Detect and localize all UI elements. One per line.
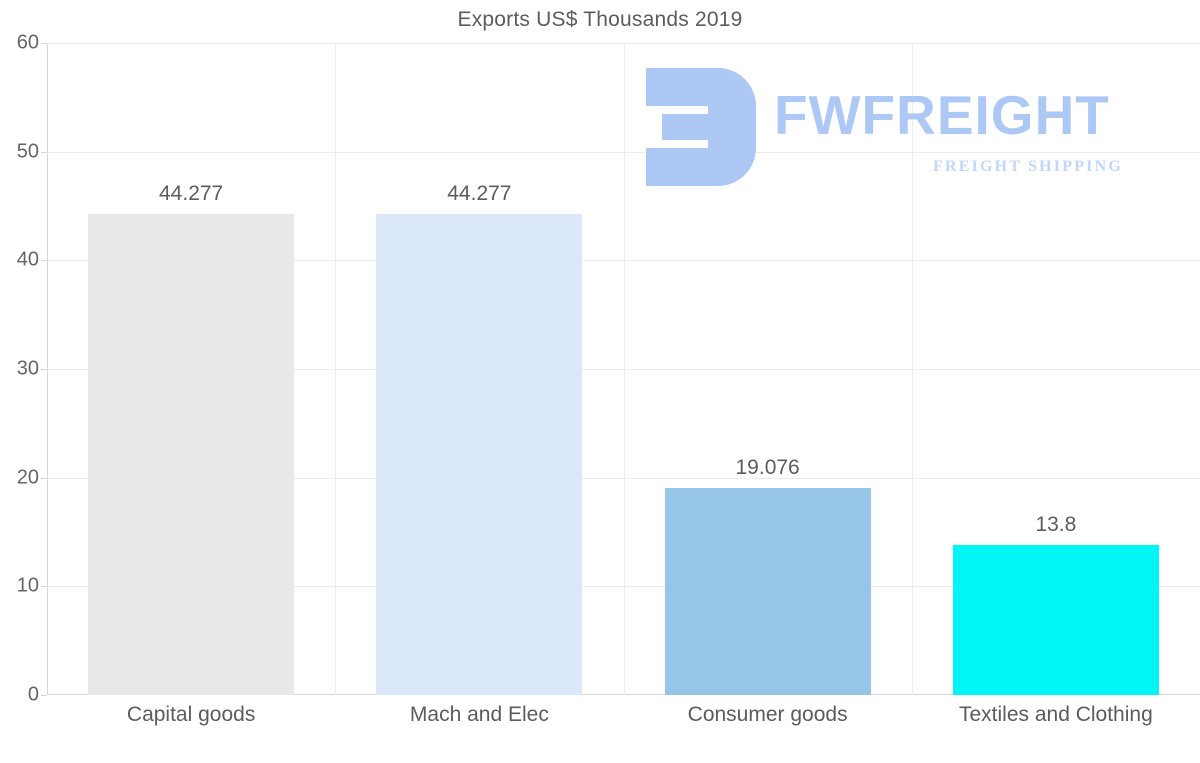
bar[interactable]: [952, 545, 1159, 695]
y-axis-tick-label: 10: [16, 574, 39, 597]
bar-value-label: 44.277: [159, 181, 224, 205]
y-axis-tick-label: 0: [27, 683, 39, 706]
plot-area: 44.277 44.277 19.076 13.8: [47, 43, 1200, 695]
y-axis-tick-mark: [41, 695, 47, 696]
bar-value-label: 44.277: [447, 181, 512, 205]
gridline-vertical: [911, 43, 913, 695]
x-axis-tick-label: Mach and Elec: [409, 703, 549, 726]
y-axis-tick-mark: [41, 151, 47, 153]
y-axis-tick-label: 20: [16, 466, 39, 489]
y-axis-tick-mark: [41, 369, 47, 370]
bar-value-label: 19.076: [735, 455, 800, 479]
y-axis-tick-mark: [41, 43, 47, 44]
x-axis-tick-label: Consumer goods: [687, 703, 848, 726]
bar[interactable]: [88, 213, 295, 695]
y-axis-tick-label: 30: [16, 357, 39, 380]
y-axis-tick-label: 60: [16, 31, 39, 54]
x-axis-tick-label: Textiles and Clothing: [958, 703, 1153, 726]
bar-value-label: 13.8: [1035, 513, 1077, 537]
y-axis-tick-label: 50: [16, 140, 39, 163]
y-axis-tick-mark: [41, 260, 47, 262]
bar[interactable]: [664, 487, 871, 695]
x-axis-tick-label: Capital goods: [126, 703, 256, 726]
y-axis-tick-mark: [41, 477, 47, 479]
gridline-vertical: [623, 43, 625, 695]
bar[interactable]: [376, 213, 583, 695]
y-axis-tick-mark: [41, 586, 47, 588]
gridline-vertical: [335, 43, 337, 695]
y-axis-tick-label: 40: [16, 248, 39, 271]
y-axis: 0 10 20 30 40 50 60: [0, 32, 1200, 706]
chart-title: Exports US$ Thousands 2019: [457, 8, 743, 31]
